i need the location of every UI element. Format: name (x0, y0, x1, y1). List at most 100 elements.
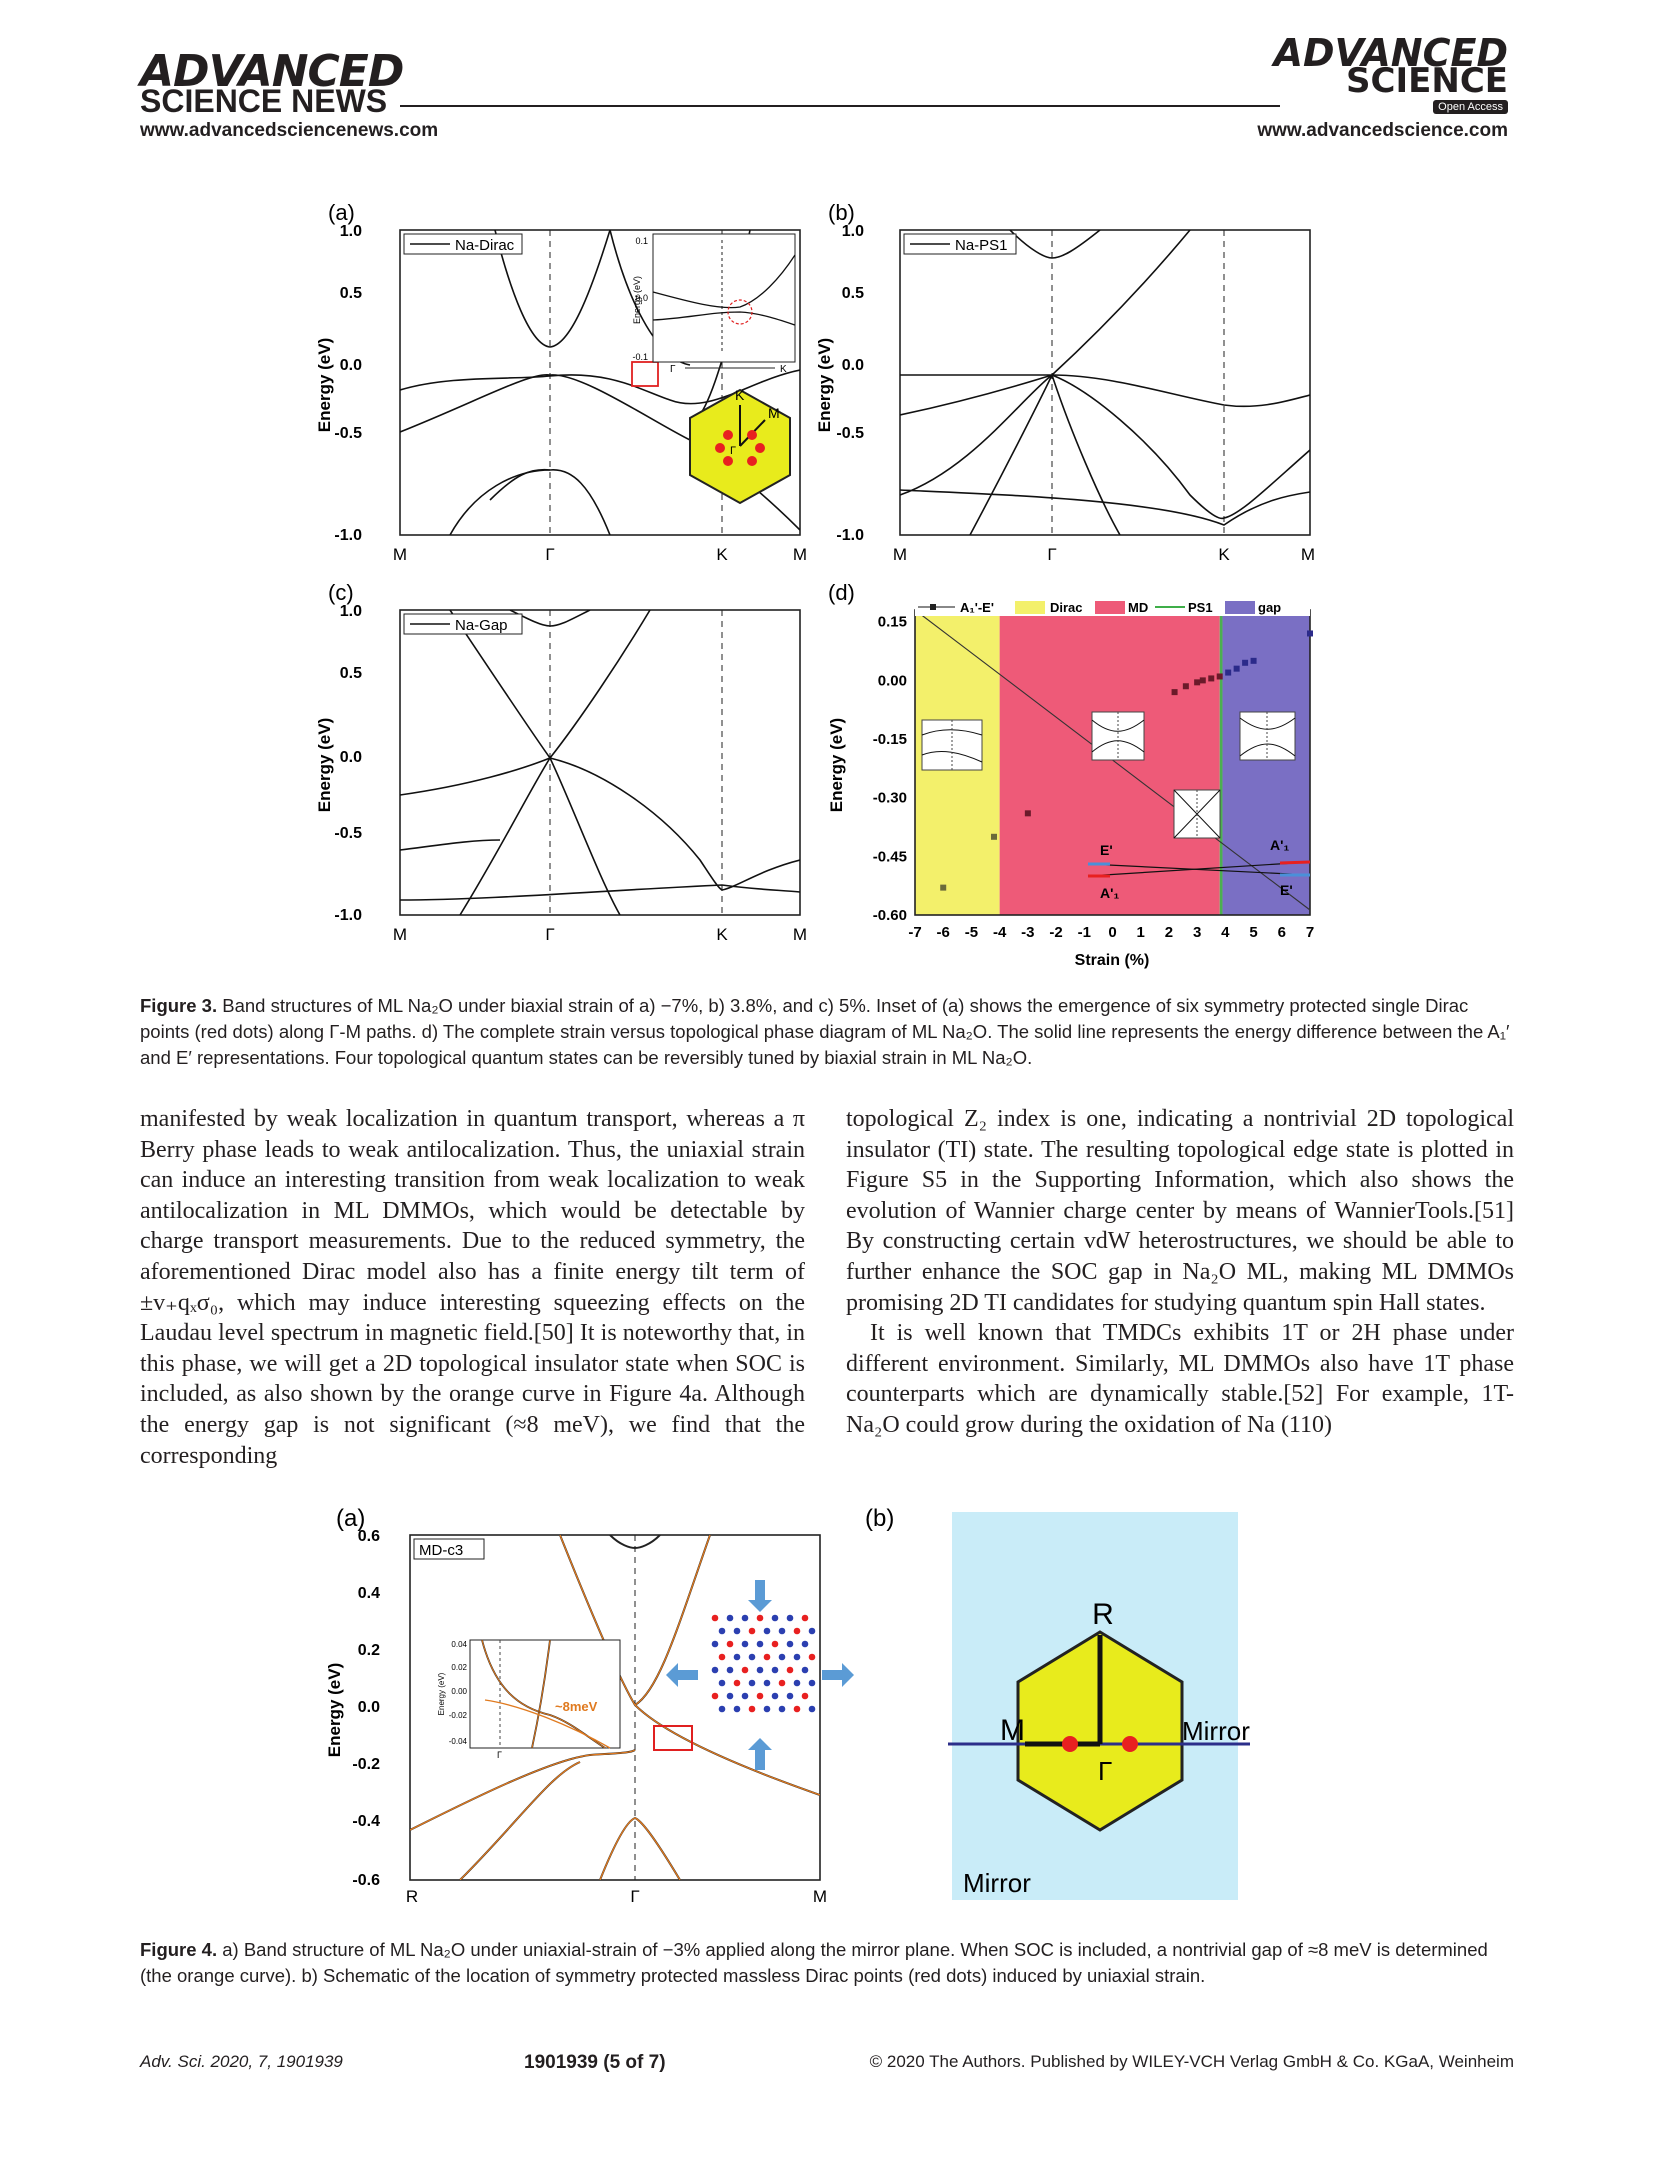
lattice-atom (741, 1640, 749, 1648)
xt: M (793, 925, 807, 944)
panel-d-yticks: 0.15 0.00 -0.15 -0.30 -0.45 -0.60 (873, 614, 907, 924)
inset-xt: Γ (670, 364, 676, 375)
caption-label: Figure 3. (140, 995, 218, 1016)
yt: 0.0 (842, 357, 864, 374)
yt: -0.5 (334, 825, 362, 842)
lattice-atom (748, 1705, 756, 1713)
lattice-atom (801, 1640, 809, 1648)
phase-bands (915, 610, 1310, 915)
y-tick-label: -0.15 (873, 731, 907, 748)
lattice-atom (786, 1614, 794, 1622)
panel-a-label: (a) (328, 200, 355, 225)
footer-journal: Adv. Sci. 2020, 7, 1901939 (140, 2052, 343, 2071)
right-url-link[interactable]: www.advancedscience.com (1257, 120, 1508, 141)
fig3-panel-d: (d) E' A (827, 580, 1314, 969)
series-point (991, 833, 997, 840)
legend-na-ps1: Na-PS1 (955, 237, 1008, 254)
lattice-atom (733, 1653, 741, 1661)
lattice-structure-icon (711, 1614, 816, 1713)
lattice-atom (763, 1653, 771, 1661)
x-tick-label: 5 (1249, 924, 1257, 941)
series-point (1182, 683, 1189, 690)
lattice-atom (771, 1692, 779, 1700)
lattice-atom (726, 1692, 734, 1700)
lattice-atom (808, 1653, 816, 1661)
panel-a-label: (a) (336, 1505, 365, 1532)
yt: -0.6 (352, 1872, 380, 1889)
legend-line: A₁'-E' (960, 600, 994, 615)
yt: -0.4 (352, 1813, 380, 1830)
yt: 0.4 (358, 1585, 380, 1602)
yt: 0.0 (340, 749, 362, 766)
mini-inset-dirac (921, 719, 983, 771)
yt: 0.2 (358, 1642, 380, 1659)
lattice-atom (771, 1640, 779, 1648)
lattice-atom (786, 1640, 794, 1648)
label-gamma: Γ (1098, 1756, 1112, 1786)
bz-m: M (768, 405, 780, 421)
x-tick-label: 0 (1108, 924, 1116, 941)
journal-brand-right-sub: SCIENCE (1346, 61, 1508, 101)
inset-yt: 0.00 (451, 1687, 467, 1696)
caption-text: a) Band structure of ML Na₂O under uniax… (140, 1939, 1488, 1986)
body-right-p2: It is well known that TMDCs exhibits 1T … (846, 1320, 1514, 1438)
bz-g: Γ (730, 445, 736, 457)
x-tick-label: -5 (965, 924, 978, 941)
series-point (1171, 689, 1178, 696)
xt: M (793, 545, 807, 564)
lattice-atom (733, 1705, 741, 1713)
label-mirror-bottom: Mirror (963, 1868, 1031, 1898)
phase-band-gap (1222, 610, 1310, 915)
lattice-atom (756, 1692, 764, 1700)
series-point (1250, 657, 1257, 664)
yt: 1.0 (340, 603, 362, 620)
x-tick-label: 3 (1193, 924, 1201, 941)
open-access-badge: Open Access (1433, 100, 1508, 114)
lattice-atom (726, 1666, 734, 1674)
x-tick-label: -3 (1021, 924, 1034, 941)
series-point (940, 884, 947, 891)
legend-phase: PS1 (1188, 600, 1213, 615)
legend-phase: gap (1258, 600, 1281, 615)
lattice-atom (748, 1679, 756, 1687)
series-point (1242, 659, 1249, 666)
figure-4-caption: Figure 4. a) Band structure of ML Na₂O u… (140, 1937, 1514, 1989)
lattice-atom (771, 1614, 779, 1622)
y-axis-label: Energy (eV) (325, 1663, 344, 1757)
inset-xt: Γ (497, 1750, 502, 1760)
x-axis-label: Strain (%) (1075, 952, 1150, 969)
x-tick-label: 7 (1306, 924, 1314, 941)
xt: Γ (1047, 545, 1056, 564)
xt: M (393, 925, 407, 944)
x-tick-label: -7 (908, 924, 921, 941)
lattice-atom (771, 1666, 779, 1674)
series-point (1208, 675, 1215, 682)
inset-yt: 0.02 (451, 1663, 467, 1672)
yt: -1.0 (334, 907, 362, 924)
xt: Γ (545, 545, 554, 564)
inset-xt: K (780, 364, 787, 375)
y-axis-label: Energy (eV) (315, 718, 334, 812)
xt: Γ (545, 925, 554, 944)
yt: 1.0 (842, 223, 864, 240)
annot-e-right: E' (1280, 882, 1293, 898)
lattice-atom (793, 1627, 801, 1635)
lattice-atom (778, 1627, 786, 1635)
inset-yt: -0.04 (449, 1737, 468, 1746)
bz-k: K (735, 387, 745, 403)
lattice-atom (763, 1705, 771, 1713)
phase-band-ps1 (1219, 610, 1223, 915)
yt: -1.0 (836, 527, 864, 544)
left-url-link[interactable]: www.advancedsciencenews.com (140, 120, 439, 141)
annot-e: E' (1100, 842, 1113, 858)
y-tick-label: -0.60 (873, 907, 907, 924)
xt: Γ (630, 1887, 639, 1906)
series-point (1233, 665, 1240, 672)
label-mirror-right: Mirror (1182, 1716, 1250, 1746)
x-tick-label: 2 (1165, 924, 1173, 941)
label-r: R (1092, 1598, 1114, 1631)
yt: -0.5 (334, 425, 362, 442)
lattice-atom (763, 1627, 771, 1635)
lattice-atom (756, 1666, 764, 1674)
lattice-atom (748, 1627, 756, 1635)
